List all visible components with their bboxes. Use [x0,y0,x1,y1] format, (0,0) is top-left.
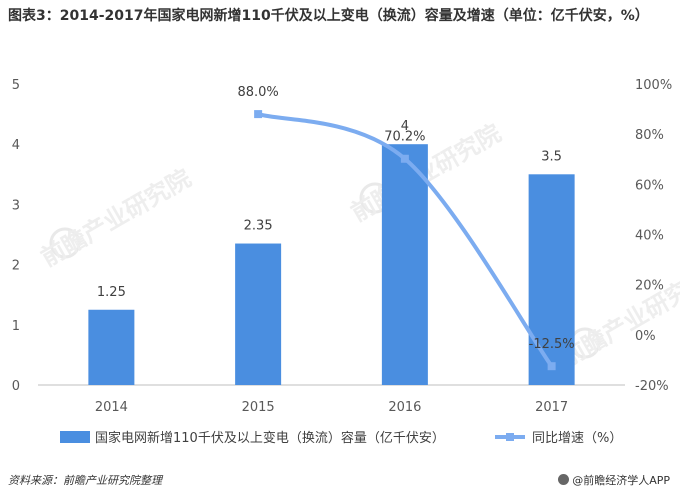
axes: 0 1 2 3 4 5 -20% 0% 20% 40% 60% 80% 100% 2014 2015 2016… [12,78,672,415]
x-tick-label: 2014 [95,400,128,415]
growth-point [400,154,409,163]
legend: 国家电网新增110千伏及以上变电（换流）容量（亿千伏安） 同比增速（%） [60,430,622,446]
watermark-logo-icon [49,227,81,259]
y-right-tick-label: -20% [635,379,669,394]
y-left-tick-label: 1 [12,319,20,334]
growth-line [257,112,554,368]
legend-bar-label: 国家电网新增110千伏及以上变电（换流）容量（亿千伏安） [95,430,445,446]
y-right-tick-label: 20% [635,279,664,294]
bar-series [88,144,575,385]
y-right-tick-label: 80% [635,128,664,143]
brand-text: @前瞻经济学人APP [572,474,670,487]
y-left-tick-label: 0 [12,379,20,394]
growth-point [254,110,263,119]
y-left-tick-label: 3 [12,198,20,213]
y-right-tick-label: 0% [635,329,656,344]
combo-chart: 前瞻产业研究院前瞻产业研究院前瞻产业研究院 012345-20%0%20%40%… [12,78,680,446]
bar-value-label: 1.25 [97,285,126,300]
x-tick-label: 2016 [388,400,421,415]
y-left-tick-label: 4 [12,138,20,153]
bar-value-label: 4 [401,119,409,134]
data-labels: 1.25 2.35 4 3.5 88.0% 70.2% -12.5% [97,85,575,352]
source-note: 资料来源：前瞻产业研究院整理 [8,474,162,487]
legend-line-marker [506,433,514,441]
bar-value-label: 3.5 [541,149,562,164]
growth-value-label: 88.0% [237,85,278,100]
x-tick-label: 2015 [242,400,275,415]
legend-bar-swatch [60,431,90,443]
growth-point [547,362,556,371]
legend-line-label: 同比增速（%） [532,431,622,446]
brand-credit: @前瞻经济学人APP [558,472,670,488]
bar [528,174,575,385]
y-right-tick-label: 100% [635,78,672,93]
growth-value-label: -12.5% [529,337,575,352]
y-left-tick-label: 5 [12,78,20,93]
bar [88,309,135,385]
line-series [254,110,556,371]
bar-value-label: 2.35 [244,219,273,234]
y-right-tick-label: 40% [635,229,664,244]
chart-title: 图表3：2014-2017年国家电网新增110千伏及以上变电（换流）容量及增速（… [8,8,649,24]
bar [235,243,282,385]
x-tick-label: 2017 [535,400,568,415]
bar [381,144,428,385]
watermark-text: 前瞻产业研究院 [36,164,195,272]
brand-logo-icon [558,474,570,485]
y-left-tick-label: 2 [12,259,20,274]
growth-value-label: 70.2% [384,130,425,145]
y-right-tick-label: 60% [635,178,664,193]
